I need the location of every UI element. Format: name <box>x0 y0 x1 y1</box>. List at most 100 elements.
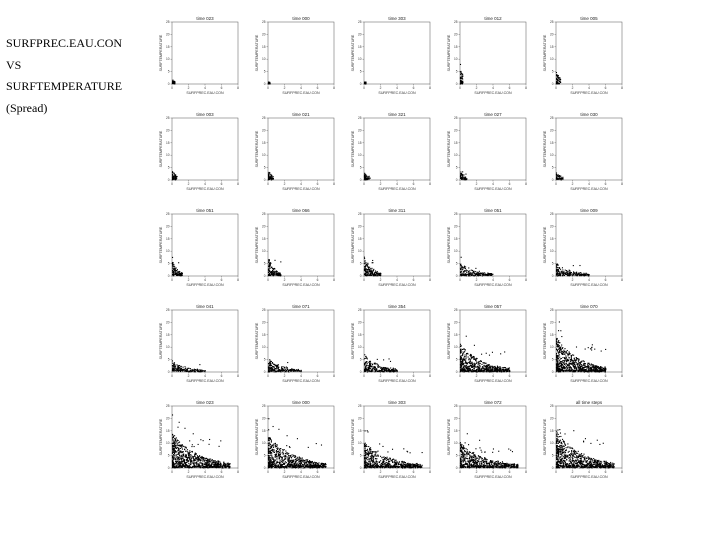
scatter-point <box>571 361 573 363</box>
y-tick-label: 5 <box>264 166 266 170</box>
scatter-point <box>367 367 369 369</box>
scatter-point <box>277 367 279 369</box>
scatter-point <box>462 179 464 181</box>
x-tick-label: 4 <box>204 374 206 378</box>
scatter-point <box>596 368 598 370</box>
scatter-point <box>367 263 369 265</box>
scatter-point <box>224 463 226 465</box>
scatter-point <box>172 442 174 444</box>
scatter-point <box>194 458 196 460</box>
scatter-point <box>268 260 270 262</box>
scatter-point <box>174 447 176 449</box>
scatter-point <box>176 440 178 442</box>
scatter-point <box>180 365 182 367</box>
y-tick-label: 5 <box>264 70 266 74</box>
scatter-point <box>280 274 282 276</box>
scatter-point <box>569 271 571 273</box>
scatter-point <box>278 273 281 275</box>
panel-title: time 321 <box>388 112 406 117</box>
y-tick-label: 5 <box>456 70 458 74</box>
scatter-point <box>578 370 580 372</box>
scatter-point <box>184 370 186 372</box>
y-tick-label: 20 <box>550 32 554 36</box>
scatter-point <box>181 466 184 468</box>
scatter-point <box>472 370 475 372</box>
scatter-point <box>475 267 477 269</box>
scatter-point <box>560 268 562 270</box>
scatter-point <box>184 427 186 429</box>
scatter-point <box>479 272 481 274</box>
scatter-point <box>369 360 371 362</box>
scatter-point <box>180 444 182 446</box>
scatter-point <box>563 369 565 371</box>
scatter-point <box>601 366 603 368</box>
x-tick-label: 2 <box>572 374 574 378</box>
scatter-point <box>275 272 277 274</box>
scatter-point <box>270 368 272 370</box>
scatter-point <box>504 370 506 372</box>
scatter-point <box>575 366 577 368</box>
scatter-point <box>366 271 368 273</box>
scatter-point <box>175 274 178 276</box>
scatter-point <box>489 365 491 367</box>
scatter-point <box>172 262 174 264</box>
scatter-point <box>173 367 175 369</box>
scatter-point <box>574 367 576 369</box>
scatter-point <box>573 354 575 356</box>
scatter-point <box>556 367 558 370</box>
scatter-point <box>476 371 478 373</box>
scatter-point <box>496 368 498 370</box>
scatter-point <box>460 267 462 269</box>
scatter-point <box>174 444 176 446</box>
scatter-point <box>178 458 180 460</box>
scatter-point <box>588 275 590 277</box>
y-tick-label: 0 <box>360 82 362 86</box>
scatter-point <box>173 275 175 277</box>
scatter-point <box>569 358 571 361</box>
scatter-point <box>588 369 590 371</box>
scatter-point <box>475 359 477 361</box>
scatter-point <box>200 459 202 461</box>
scatter-point <box>566 365 569 367</box>
scatter-point <box>175 447 177 449</box>
scatter-point <box>379 274 381 276</box>
scatter-point <box>228 465 230 467</box>
scatter-point <box>389 369 391 371</box>
scatter-point <box>198 457 200 460</box>
scatter-point <box>374 370 376 372</box>
scatter-point <box>460 362 462 364</box>
x-axis-label: SURFPREC.EAU.CON <box>474 379 512 383</box>
scatter-point <box>467 356 469 358</box>
scatter-point <box>493 370 495 372</box>
scatter-point <box>180 456 182 458</box>
scatter-point <box>206 461 208 463</box>
scatter-point <box>562 272 564 274</box>
scatter-point <box>185 455 187 457</box>
scatter-point <box>488 366 490 368</box>
scatter-point <box>568 274 570 277</box>
scatter-point <box>273 267 275 270</box>
scatter-point <box>560 351 562 353</box>
scatter-point <box>558 175 560 177</box>
scatter-point <box>558 340 560 342</box>
scatter-point <box>557 359 559 361</box>
scatter-point <box>364 262 366 264</box>
scatter-point <box>584 273 586 276</box>
scatter-point <box>207 467 209 469</box>
x-tick-label: 4 <box>492 278 494 282</box>
scatter-point <box>192 456 194 458</box>
x-tick-label: 4 <box>492 374 494 378</box>
scatter-point <box>220 463 222 465</box>
scatter-point <box>565 362 568 364</box>
scatter-point <box>177 368 179 371</box>
scatter-point <box>494 369 496 372</box>
scatter-point <box>463 366 465 368</box>
scatter-point <box>594 371 596 373</box>
scatter-point <box>460 345 462 347</box>
scatter-point <box>468 359 470 361</box>
scatter-point <box>203 463 205 465</box>
scatter-point <box>174 435 176 437</box>
y-tick-label: 15 <box>166 45 170 49</box>
scatter-point <box>579 370 581 372</box>
scatter-point <box>172 362 174 364</box>
